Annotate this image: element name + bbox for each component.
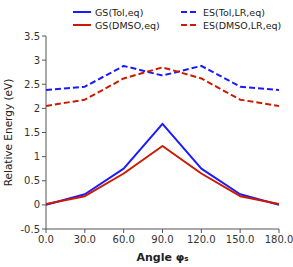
x-tick-label: 0.0 xyxy=(38,234,54,245)
series-line xyxy=(46,146,279,204)
x-tick xyxy=(84,229,85,233)
y-tick xyxy=(42,204,46,205)
y-axis-label: Relative Energy (eV) xyxy=(2,79,14,187)
x-tick-label: 60.0 xyxy=(113,234,135,245)
x-tick-label: 150.0 xyxy=(226,234,255,245)
y-tick xyxy=(42,180,46,181)
x-tick xyxy=(201,229,202,233)
y-tick xyxy=(42,36,46,37)
legend-swatch xyxy=(73,24,91,26)
y-tick-label: 3 xyxy=(34,55,40,66)
series-line xyxy=(46,124,279,205)
y-tick xyxy=(42,156,46,157)
y-tick-label: -0.5 xyxy=(20,224,40,235)
series-line xyxy=(46,66,279,90)
x-tick-label: 180.0 xyxy=(265,234,293,245)
x-tick-label: 90.0 xyxy=(151,234,173,245)
legend-swatch xyxy=(181,24,199,26)
y-tick-label: 0 xyxy=(34,199,40,210)
x-tick xyxy=(162,229,163,233)
y-tick xyxy=(42,229,46,230)
y-tick-label: 2 xyxy=(34,103,40,114)
y-tick-label: 0.5 xyxy=(24,175,40,186)
y-tick xyxy=(42,108,46,109)
legend-label: GS(Tol,eq) xyxy=(95,7,143,18)
legend-swatch xyxy=(181,11,199,13)
plot-area xyxy=(46,66,279,205)
legend: GS(Tol,eq) ES(Tol,LR,eq) GS(DMSO,eq) ES(DMS… xyxy=(73,7,281,31)
x-tick xyxy=(123,229,124,233)
y-tick xyxy=(42,132,46,133)
y-tick xyxy=(42,84,46,85)
legend-label: GS(DMSO,eq) xyxy=(95,20,160,31)
legend-swatch xyxy=(73,11,91,13)
x-tick xyxy=(279,229,280,233)
legend-label: ES(DMSO,LR,eq) xyxy=(203,20,281,31)
y-tick xyxy=(42,60,46,61)
y-tick-label: 2.5 xyxy=(24,79,40,90)
x-axis-label: Angle φₛ xyxy=(136,251,188,264)
y-tick-label: 3.5 xyxy=(24,31,40,42)
x-tick xyxy=(240,229,241,233)
x-axis-line xyxy=(46,229,279,230)
legend-label: ES(Tol,LR,eq) xyxy=(203,7,265,18)
x-tick-label: 30.0 xyxy=(74,234,96,245)
x-tick xyxy=(46,229,47,233)
chart: -0.5 0 0.5 1 1.5 2 2.5 3 3.5 0.0 30.0 60.0 90.0 120.0… xyxy=(0,0,293,267)
y-axis-line xyxy=(46,36,47,229)
y-tick-label: 1 xyxy=(34,151,40,162)
x-tick-label: 120.0 xyxy=(187,234,216,245)
series-line xyxy=(46,67,279,106)
y-tick-label: 1.5 xyxy=(24,127,40,138)
